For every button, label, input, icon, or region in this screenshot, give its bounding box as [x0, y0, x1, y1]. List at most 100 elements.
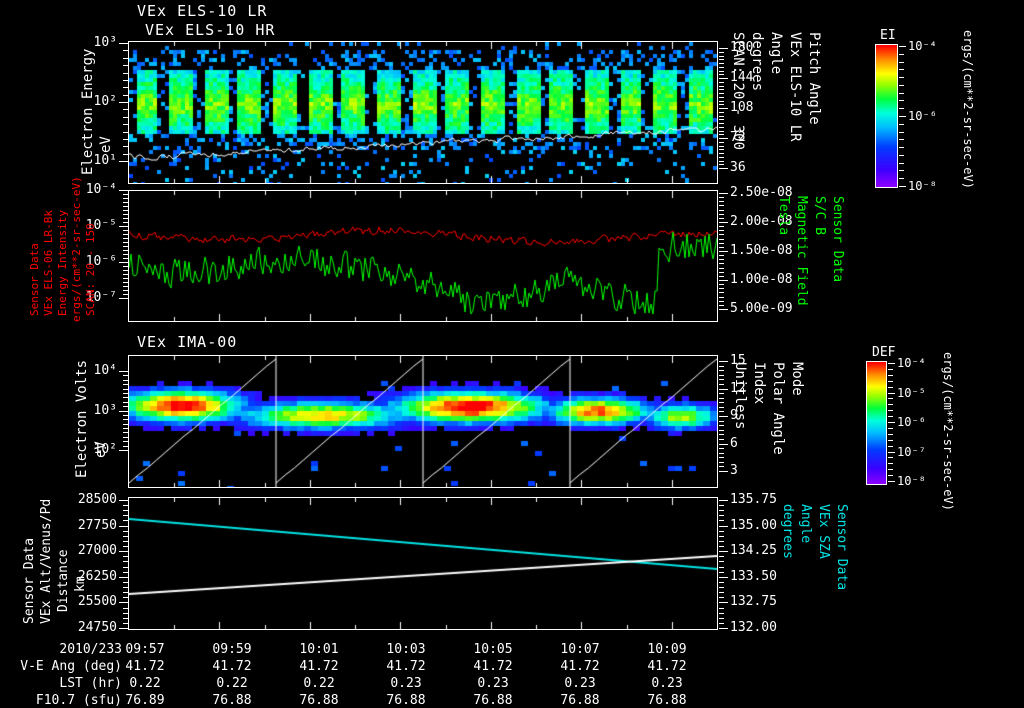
- axis-tick-label: 15: [730, 352, 746, 368]
- axis-minor-tick: [899, 85, 904, 86]
- axis-tick-label: 108: [730, 99, 754, 115]
- footer-cell: 76.88: [212, 693, 252, 708]
- panel4-right-axis-label-line2: VEx SZA: [816, 504, 831, 559]
- footer-cell: 10:09: [647, 642, 687, 657]
- axis-tick-label: 2.00e-08: [730, 213, 793, 229]
- axis-tick-label: 10⁻⁴: [897, 355, 926, 370]
- panel3-plot-area[interactable]: [128, 355, 718, 488]
- footer-row-label: V-E Ang (deg): [20, 659, 122, 674]
- axis-minor-tick: [899, 93, 904, 94]
- axis-minor-tick: [888, 446, 893, 447]
- axis-minor-tick: [719, 272, 724, 273]
- footer-cell: 10:07: [560, 642, 600, 657]
- axis-tick-label: 10⁻⁴: [85, 181, 117, 197]
- axis-major-tick: [119, 298, 128, 299]
- axis-major-tick: [719, 48, 728, 49]
- footer-cell: 09:57: [125, 642, 165, 657]
- axis-tick-label: 135.75: [730, 491, 777, 507]
- panel4-right-axis-label-line3: Angle: [798, 504, 813, 544]
- axis-minor-tick: [719, 421, 724, 422]
- panel4-plot-area[interactable]: [128, 497, 718, 630]
- axis-minor-tick: [719, 56, 724, 57]
- axis-major-tick: [719, 168, 728, 169]
- axis-tick-label: 26250: [77, 568, 117, 584]
- axis-major-tick: [899, 186, 906, 187]
- panel4-left-axis-label-line4: km: [73, 576, 88, 592]
- panel1-plot-area[interactable]: [128, 41, 718, 184]
- axis-minor-tick: [123, 270, 128, 271]
- axis-minor-tick: [123, 282, 128, 283]
- axis-minor-tick: [719, 153, 724, 154]
- colorbar1-ticks: 10⁻⁴ 10⁻⁶ 10⁻⁸: [898, 39, 937, 193]
- axis-minor-tick: [123, 230, 128, 231]
- axis-minor-tick: [123, 561, 128, 562]
- panel4-left-axis-label-line1: Sensor Data: [22, 537, 37, 624]
- axis-minor-tick: [719, 149, 724, 150]
- axis-minor-tick: [719, 398, 724, 399]
- panel3-right-axis-label-line1: Mode: [789, 362, 805, 396]
- axis-minor-tick: [123, 424, 128, 425]
- axis-major-tick: [719, 280, 728, 281]
- axis-minor-tick: [123, 146, 128, 147]
- axis-minor-tick: [123, 384, 128, 385]
- axis-minor-tick: [719, 74, 724, 75]
- axis-minor-tick: [123, 505, 128, 506]
- axis-minor-tick: [123, 428, 128, 429]
- axis-tick-label: 25500: [77, 593, 117, 609]
- axis-tick-label: 10⁻⁷: [897, 444, 926, 459]
- axis-minor-tick: [123, 234, 128, 235]
- axis-minor-tick: [719, 407, 724, 408]
- axis-tick-label: 5.00e-09: [730, 300, 793, 316]
- axis-tick-label: 12: [730, 380, 746, 396]
- axis-minor-tick: [123, 536, 128, 537]
- panel2-right-axis-label-line2: S/C B: [812, 196, 827, 236]
- axis-minor-tick: [719, 205, 724, 206]
- axis-minor-tick: [899, 54, 904, 55]
- axis-minor-tick: [719, 515, 724, 516]
- footer-cell: 0.23: [564, 676, 596, 691]
- panel4-left-axis-label-line2: VEx Alt/Venus/Pd: [39, 498, 54, 624]
- footer-cell: 76.88: [386, 693, 426, 708]
- axis-tick-label: 24750: [77, 619, 117, 635]
- axis-minor-tick: [123, 556, 128, 557]
- axis-minor-tick: [123, 214, 128, 215]
- axis-major-tick: [719, 551, 728, 552]
- axis-minor-tick: [123, 582, 128, 583]
- axis-minor-tick: [123, 242, 128, 243]
- axis-tick-label: 9: [730, 407, 738, 423]
- axis-tick-label: 10¹: [93, 152, 117, 168]
- axis-major-tick: [719, 471, 728, 472]
- panel1-title-lr: VEx ELS-10 LR: [137, 2, 268, 20]
- axis-minor-tick: [123, 95, 128, 96]
- axis-minor-tick: [899, 155, 904, 156]
- axis-minor-tick: [719, 613, 724, 614]
- axis-major-tick: [719, 628, 728, 629]
- axis-minor-tick: [123, 520, 128, 521]
- colorbar2-ticks: 10⁻⁴ 10⁻⁵ 10⁻⁶ 10⁻⁷ 10⁻⁸: [887, 356, 926, 488]
- axis-minor-tick: [899, 108, 904, 109]
- axis-minor-tick: [719, 546, 724, 547]
- axis-minor-tick: [719, 123, 724, 124]
- axis-minor-tick: [123, 222, 128, 223]
- panel3-canvas: [129, 356, 717, 487]
- axis-minor-tick: [888, 369, 893, 370]
- axis-minor-tick: [719, 71, 724, 72]
- axis-minor-tick: [123, 389, 128, 390]
- axis-minor-tick: [719, 89, 724, 90]
- footer-cell: 76.88: [647, 693, 687, 708]
- footer-row-label: 2010/233: [59, 642, 122, 657]
- axis-minor-tick: [888, 463, 893, 464]
- panel3-left-axis-label-line2: eV: [93, 441, 109, 458]
- panel1-right-ticks: 180 144 108 72 36: [718, 40, 753, 175]
- panel2-plot-area[interactable]: [128, 190, 718, 322]
- axis-minor-tick: [719, 52, 724, 53]
- axis-minor-tick: [719, 288, 724, 289]
- axis-minor-tick: [888, 375, 893, 376]
- axis-minor-tick: [719, 618, 724, 619]
- axis-major-tick: [719, 602, 728, 603]
- footer-cell: 76.88: [560, 693, 600, 708]
- axis-minor-tick: [899, 77, 904, 78]
- panel2-left-axis-label-line4: ergs/(cm**2-sr-sec-eV): [70, 176, 83, 322]
- axis-minor-tick: [123, 139, 128, 140]
